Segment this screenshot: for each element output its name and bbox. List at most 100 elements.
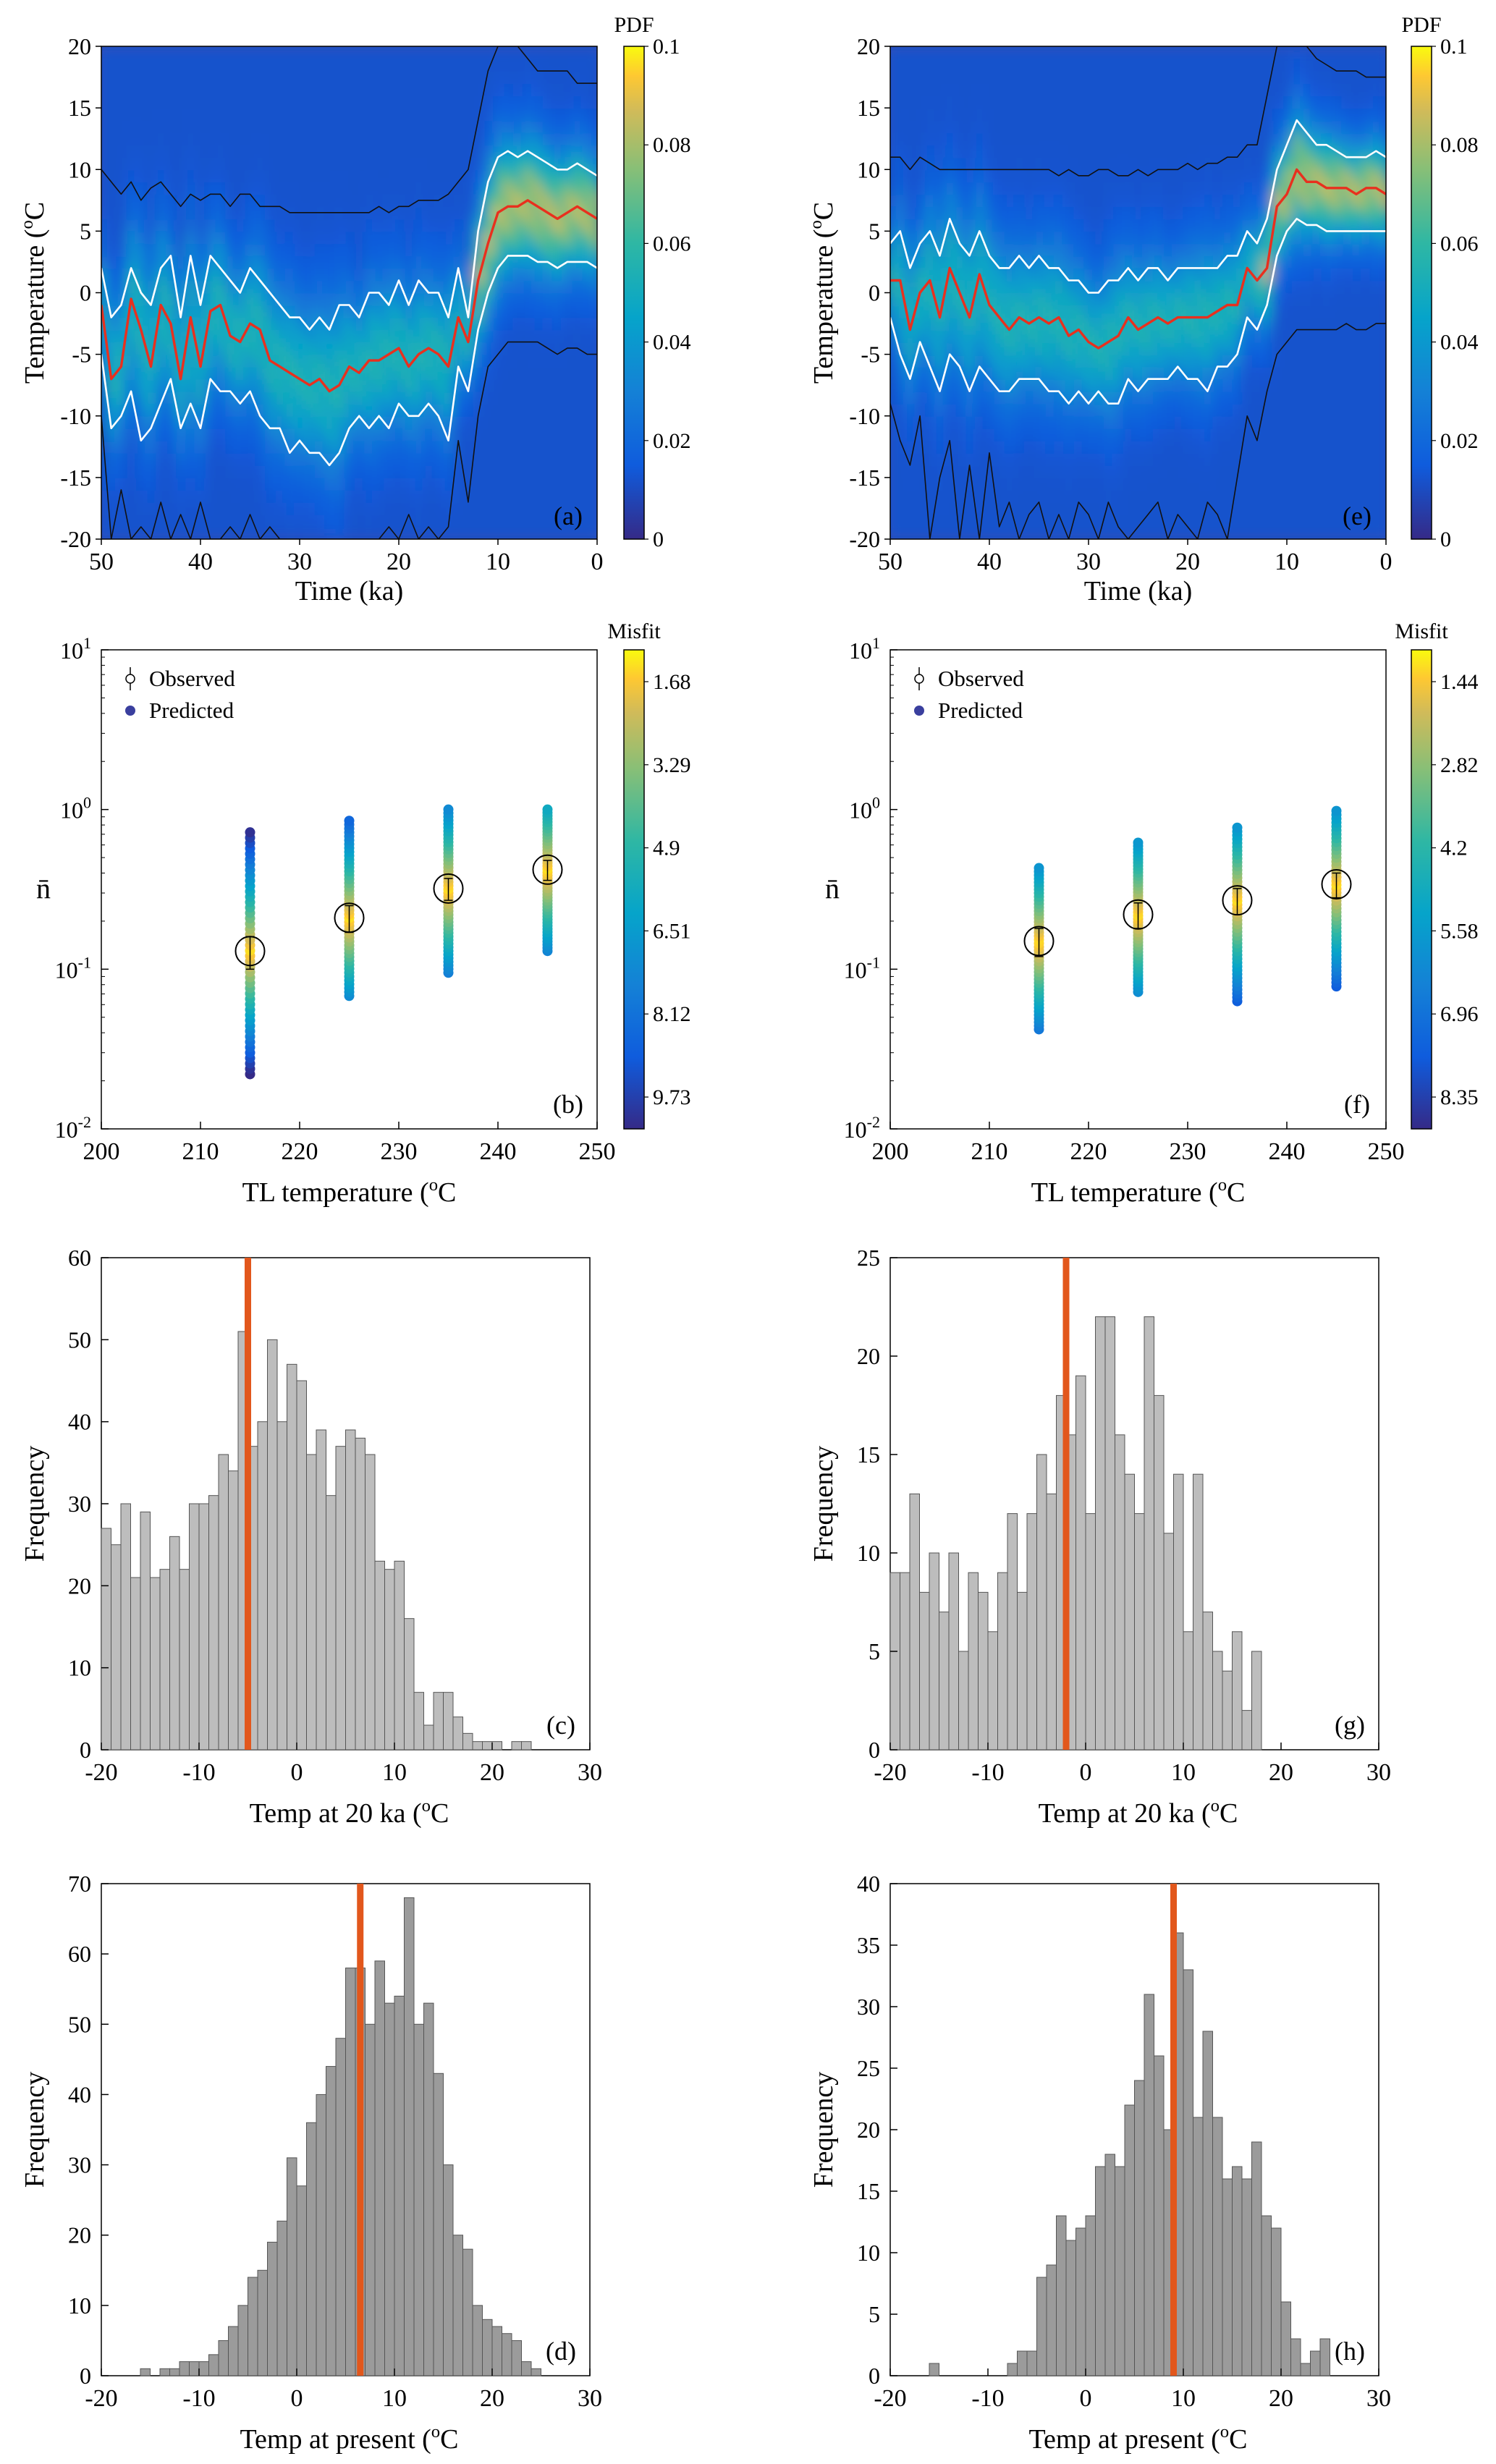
- histogram-panel-d: 0 10 20 30 40 50 60 70 -20 -10 0 10 20 30 Temp at pres…: [20, 1871, 602, 2455]
- histogram-bar: [345, 1429, 356, 1750]
- histogram-bar: [237, 2305, 248, 2376]
- x-tick-label: 30: [578, 1759, 602, 1786]
- y-tick-label: 40: [68, 2081, 91, 2107]
- y-axis-label: Frequency: [20, 2072, 50, 2188]
- x-tick-label: -10: [182, 1759, 215, 1786]
- colorbar-tick-label: 0.04: [653, 331, 691, 355]
- histogram-bar: [326, 2066, 337, 2376]
- y-tick-label: 10: [68, 156, 91, 182]
- panel-label: (h): [1335, 2337, 1365, 2366]
- x-axis-label: Temp at 20 ka (oC: [1039, 1796, 1238, 1829]
- observed-point: [334, 902, 365, 933]
- histogram-bar: [1124, 2104, 1135, 2376]
- y-tick-label: 101: [849, 634, 880, 664]
- legend-predicted-marker: [125, 706, 135, 716]
- histogram-bar: [1095, 1316, 1106, 1750]
- x-tick-label: 30: [1076, 549, 1101, 575]
- histogram-bar: [276, 2220, 287, 2376]
- colorbar-tick-label: 0.08: [653, 133, 691, 157]
- x-tick-label: 10: [1171, 1759, 1196, 1786]
- histogram-bar: [1065, 2240, 1076, 2376]
- y-tick-label: -20: [60, 526, 91, 552]
- panel-label: (d): [546, 2337, 576, 2366]
- histogram-bar: [198, 2361, 209, 2376]
- histogram-bar: [1241, 1710, 1252, 1750]
- histogram-bar: [997, 1572, 1008, 1750]
- x-tick-label: 230: [381, 1138, 418, 1165]
- histogram-bar: [1085, 2215, 1096, 2376]
- histogram-bar: [919, 1591, 930, 1750]
- x-axis-label: Temp at 20 ka (oC: [250, 1796, 449, 1829]
- y-tick-label: 15: [857, 95, 880, 121]
- y-tick-label: -10: [60, 403, 91, 429]
- colorbar-tick-label: 0.02: [653, 429, 691, 453]
- histogram-bar: [1183, 1631, 1193, 1750]
- histogram-bar: [1144, 1316, 1154, 1750]
- y-tick-label: 10: [857, 1540, 880, 1566]
- x-tick-label: 20: [480, 2385, 504, 2412]
- histogram-bar: [521, 1741, 532, 1750]
- x-tick-label: 240: [1269, 1138, 1306, 1165]
- y-tick-label: 40: [857, 1871, 880, 1897]
- x-tick-label: -10: [971, 2385, 1004, 2412]
- histogram-bar: [482, 2319, 493, 2376]
- y-tick-label: 5: [869, 1638, 880, 1664]
- heatmap-panel-e: -20 -15 -10 -5 0 5 10 15 20 50 40 30 20 10 0 Time (ka) T…: [806, 13, 1479, 606]
- y-axis-label: n̄: [825, 872, 840, 905]
- panel-label: (c): [546, 1711, 575, 1740]
- colorbar: [1411, 46, 1432, 540]
- histogram-bar: [1173, 1473, 1184, 1750]
- x-tick-label: 40: [977, 549, 1002, 575]
- histogram-bar: [198, 1503, 209, 1750]
- median-line: [101, 199, 597, 393]
- y-tick-label: -20: [849, 526, 880, 552]
- y-tick-label: 100: [60, 794, 91, 824]
- y-tick-label: 70: [68, 1871, 91, 1897]
- y-tick-label: 30: [68, 1491, 91, 1517]
- histogram-bar: [502, 2333, 512, 2376]
- histogram-bar: [929, 2363, 939, 2376]
- y-axis-label: Temperature (oC: [17, 202, 50, 384]
- y-tick-label: 50: [68, 2011, 91, 2037]
- histogram-bar: [257, 1421, 268, 1750]
- observed-point: [1123, 899, 1154, 930]
- histogram-bar: [335, 2038, 346, 2376]
- x-tick-label: 220: [1070, 1138, 1107, 1165]
- density-field: [890, 46, 1386, 539]
- y-tick-label: 0: [80, 1737, 91, 1763]
- histogram-bar: [120, 1503, 131, 1750]
- histogram-bar: [443, 1692, 454, 1750]
- histogram-bar: [1261, 2215, 1272, 2376]
- y-tick-label: 0: [869, 280, 880, 306]
- y-tick-label: -5: [861, 342, 880, 368]
- histogram-bar: [1222, 2178, 1233, 2376]
- histogram-panel-h: 0 5 10 15 20 25 30 35 40 -20 -10 0 10 20 30 Temp at pre…: [808, 1871, 1391, 2455]
- median-line: [890, 168, 1386, 350]
- histogram-bar: [1202, 2031, 1213, 2376]
- x-tick-label: 10: [1171, 2385, 1196, 2412]
- histogram-bar: [1232, 2166, 1243, 2376]
- predicted-point: [344, 816, 355, 826]
- histogram-bar: [462, 2248, 473, 2376]
- histogram-bar: [140, 2368, 151, 2376]
- histogram-bar: [1124, 1473, 1135, 1750]
- y-tick-label: 10: [857, 156, 880, 182]
- histogram-bar: [101, 1528, 111, 1750]
- x-tick-label: 240: [480, 1138, 517, 1165]
- legend-predicted-label: Predicted: [149, 698, 234, 723]
- x-tick-label: 30: [1366, 1759, 1391, 1786]
- histogram-bar: [208, 1495, 219, 1750]
- histogram-bar: [1115, 1434, 1125, 1750]
- outer-lower-line: [890, 323, 1386, 539]
- histogram-bar: [939, 1612, 950, 1750]
- histogram-bar: [140, 1511, 151, 1750]
- histogram-bar: [1046, 2264, 1057, 2376]
- histogram-bar: [413, 2023, 424, 2376]
- y-tick-label: 35: [857, 1932, 880, 1958]
- histogram-bar: [1193, 1473, 1204, 1750]
- histogram-bar: [1017, 2350, 1028, 2376]
- histogram-bar: [1085, 1513, 1096, 1750]
- histogram-bar: [462, 1732, 473, 1750]
- x-tick-label: 30: [287, 549, 312, 575]
- colorbar-tick-label: 6.96: [1440, 1002, 1479, 1026]
